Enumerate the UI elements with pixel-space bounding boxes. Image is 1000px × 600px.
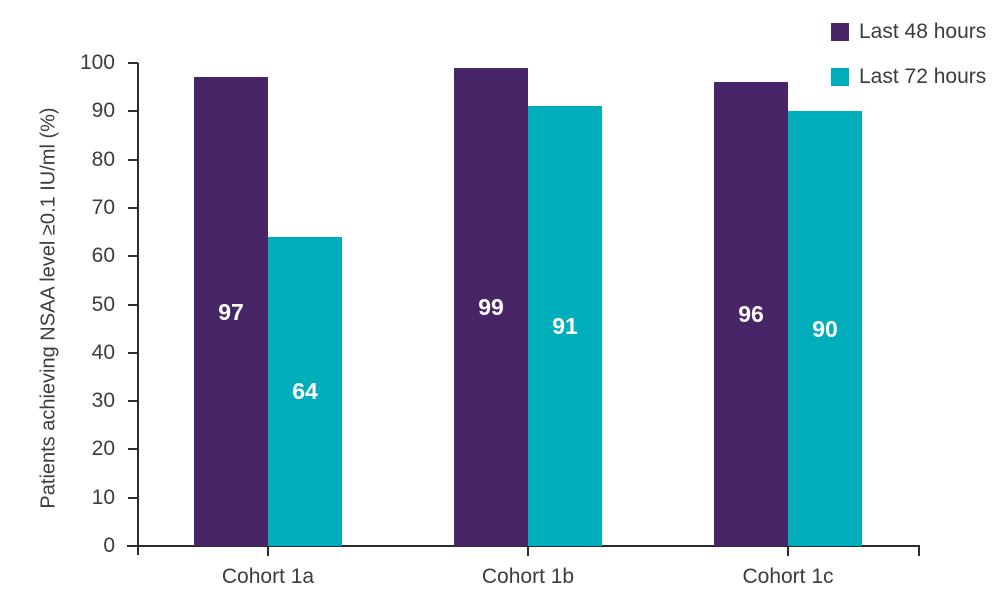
y-tick-mark [128, 351, 138, 354]
legend-label: Last 72 hours [859, 65, 987, 88]
y-tick-mark [128, 303, 138, 306]
x-tick-mark [527, 546, 529, 556]
y-tick-label: 10 [91, 485, 115, 509]
y-tick-label: 60 [91, 244, 115, 268]
y-tick-label: 100 [79, 51, 115, 74]
x-tick-mark [267, 546, 269, 556]
y-tick-mark [128, 496, 138, 499]
legend-item: Last 48 hours [831, 20, 987, 43]
y-tick-label: 90 [91, 99, 115, 123]
y-tick-mark [128, 110, 138, 113]
y-tick-mark [128, 545, 138, 547]
bar-value-label: 96 [738, 301, 764, 328]
y-tick-mark [128, 62, 138, 64]
bar-value-label: 91 [552, 313, 578, 340]
bar-last-48-hours-cohort-1b [454, 67, 528, 546]
y-tick-mark [128, 448, 138, 451]
y-tick-mark [128, 158, 138, 161]
bar-value-label: 97 [218, 298, 244, 325]
y-axis-line [137, 63, 139, 555]
legend-item: Last 72 hours [831, 65, 987, 88]
y-tick-label: 20 [91, 437, 115, 461]
y-tick-mark [128, 400, 138, 403]
bar-last-72-hours-cohort-1c [788, 111, 862, 546]
y-tick-mark [128, 255, 138, 258]
x-category-label: Cohort 1b [481, 565, 575, 588]
bar-last-72-hours-cohort-1b [528, 106, 602, 546]
bar-value-label: 99 [478, 293, 504, 320]
y-tick-label: 50 [91, 292, 115, 316]
y-tick-label: 80 [91, 147, 115, 171]
x-category-label: Cohort 1a [221, 565, 315, 588]
x-category-label: Cohort 1c [742, 565, 834, 588]
x-tick-mark [787, 546, 789, 556]
bar-value-label: 90 [812, 315, 838, 342]
x-axis-end-tick [918, 545, 920, 556]
y-tick-label: 0 [103, 534, 115, 557]
y-tick-label: 70 [91, 195, 115, 219]
y-tick-mark [128, 206, 138, 209]
bar-last-48-hours-cohort-1c [714, 82, 788, 546]
legend: Last 48 hours Last 72 hours [831, 20, 987, 88]
y-tick-label: 40 [91, 340, 115, 364]
legend-swatch-icon [831, 23, 849, 41]
legend-swatch-icon [831, 68, 849, 86]
bar-last-72-hours-cohort-1a [268, 236, 342, 546]
bar-value-label: 64 [292, 378, 318, 405]
bar-last-48-hours-cohort-1a [194, 77, 268, 546]
y-tick-label: 30 [91, 389, 115, 413]
x-axis-line [127, 545, 920, 547]
legend-label: Last 48 hours [859, 20, 987, 43]
